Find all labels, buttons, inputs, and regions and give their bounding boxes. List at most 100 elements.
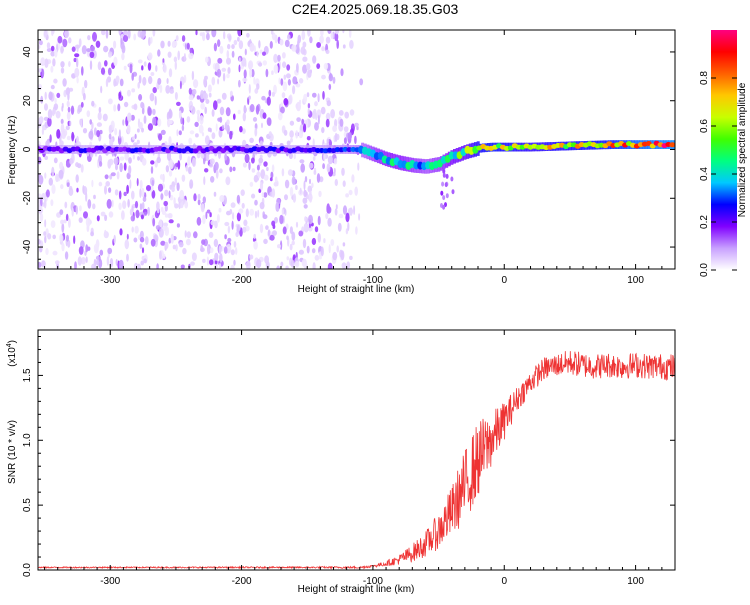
spectrogram-noise-cell <box>334 32 339 42</box>
spectrogram-noise-cell <box>226 57 231 65</box>
spectrogram-noise-cell <box>107 247 113 255</box>
colorbar-gradient <box>711 30 737 270</box>
spectrogram-noise-cell <box>150 72 155 76</box>
spectrogram-noise-cell <box>122 35 129 42</box>
spectrogram-noise-cell <box>119 78 124 87</box>
spectrogram-noise-cell <box>44 219 47 228</box>
spectrogram-noise-cell <box>249 208 255 216</box>
spectrogram-noise-cell <box>52 108 55 117</box>
spectrogram-noise-cell <box>140 260 144 266</box>
spectrogram-noise-cell <box>176 182 180 191</box>
spectrogram-noise-cell <box>113 40 117 49</box>
spectrogram-noise-cell <box>47 109 53 119</box>
spectrogram-y-tick-label: 40 <box>22 46 33 58</box>
snr-series-group <box>38 351 675 570</box>
spectrogram-tail-cell <box>442 172 446 178</box>
spectrogram-noise-cell <box>123 162 127 171</box>
spectrogram-noise-cell <box>354 135 357 145</box>
spectrogram-noise-cell <box>219 168 223 174</box>
colorbar-tick-label: 0.8 <box>699 71 710 85</box>
spectrogram-noise-cell <box>104 174 109 180</box>
spectrogram-noise-cell <box>276 265 281 269</box>
spectrogram-noise-cell <box>334 30 339 35</box>
spectrogram-noise-cell <box>178 110 182 119</box>
spectrogram-noise-cell <box>231 44 235 50</box>
spectrogram-noise-cell <box>130 114 135 121</box>
spectrogram-noise-cell <box>242 128 246 135</box>
snr-plot-background <box>38 330 675 570</box>
spectrogram-noise-cell <box>203 158 206 165</box>
spectrogram-noise-cell <box>188 137 193 145</box>
spectrogram-noise-cell <box>296 117 301 122</box>
spectrogram-noise-cell <box>293 153 296 160</box>
spectrogram-noise-cell <box>280 106 285 114</box>
spectrogram-noise-cell <box>168 219 174 224</box>
spectrogram-noise-cell <box>167 51 172 58</box>
spectrogram-noise-cell <box>44 172 47 179</box>
spectrogram-noise-cell <box>280 78 284 86</box>
spectrogram-noise-cell <box>202 196 206 204</box>
spectrogram-noise-cell <box>68 61 71 67</box>
spectrogram-noise-cell <box>108 98 113 105</box>
snr-y-tick-label: 1.0 <box>22 433 33 447</box>
spectrogram-noise-cell <box>229 90 233 97</box>
spectrogram-noise-cell <box>156 156 161 164</box>
spectrogram-noise-cell <box>204 168 209 173</box>
spectrogram-noise-cell <box>284 39 290 48</box>
spectrogram-noise-cell <box>322 90 325 100</box>
spectrogram-noise-cell <box>158 227 164 238</box>
spectrogram-noise-cell <box>85 256 88 264</box>
spectrogram-noise-cell <box>82 185 85 194</box>
spectrogram-noise-cell <box>64 30 70 39</box>
spectrogram-noise-cell <box>86 110 91 118</box>
spectrogram-noise-cell <box>88 130 94 140</box>
spectrogram-noise-cell <box>233 39 238 46</box>
spectrogram-noise-cell <box>61 222 65 233</box>
spectrogram-noise-cell <box>101 30 106 36</box>
spectrogram-noise-cell <box>71 46 76 52</box>
spectrogram-noise-cell <box>216 98 222 104</box>
spectrogram-noise-cell <box>328 244 331 254</box>
spectrogram-noise-cell <box>209 212 212 218</box>
spectrogram-noise-cell <box>274 176 278 184</box>
spectrogram-noise-cell <box>303 204 308 209</box>
spectrogram-noise-cell <box>158 133 163 141</box>
spectrogram-noise-cell <box>207 127 212 132</box>
spectrogram-noise-cell <box>327 155 333 165</box>
spectrogram-noise-cell <box>146 185 151 192</box>
spectrogram-noise-cell <box>241 202 245 209</box>
spectrogram-noise-cell <box>333 167 336 174</box>
spectrogram-noise-cell <box>249 181 254 187</box>
spectrogram-noise-cell <box>262 51 266 56</box>
spectrogram-noise-cell <box>308 162 314 169</box>
spectrogram-noise-cell <box>244 153 250 164</box>
spectrogram-noise-cell <box>137 59 143 64</box>
spectrogram-noise-cell <box>337 222 342 232</box>
spectrogram-noise-cell <box>254 210 258 219</box>
spectrogram-noise-cell <box>196 109 201 115</box>
snr-y-ticks: 0.0 0.5 1.0 1.5 <box>22 335 675 577</box>
spectrogram-noise-cell <box>317 93 320 103</box>
spectrogram-noise-cell <box>141 187 145 198</box>
spectrogram-noise-cell <box>51 30 55 35</box>
spectrogram-noise-cell <box>184 200 189 209</box>
spectrogram-noise-cell <box>286 140 291 146</box>
spectrogram-noise-cell <box>267 229 271 237</box>
spectrogram-noise-cell <box>282 52 286 59</box>
spectrogram-noise-cell <box>164 204 168 212</box>
spectrogram-noise-cell <box>214 259 218 265</box>
spectrogram-noise-cell <box>163 64 167 73</box>
spectrogram-noise-cell <box>40 57 46 67</box>
spectrogram-noise-cell <box>159 250 162 260</box>
spectrogram-noise-cell <box>131 88 136 93</box>
spectrogram-noise-cell <box>199 115 204 125</box>
spectrogram-tail-cell <box>451 189 455 195</box>
spectrogram-noise-cell <box>182 247 187 255</box>
spectrogram-noise-cell <box>141 65 144 71</box>
spectrogram-noise-cell <box>180 264 185 269</box>
spectrogram-noise-cell <box>349 109 355 116</box>
spectrogram-noise-cell <box>177 50 180 61</box>
spectrogram-noise-cell <box>279 38 284 46</box>
spectrogram-noise-cell <box>302 64 308 74</box>
spectrogram-noise-cell <box>160 129 166 135</box>
